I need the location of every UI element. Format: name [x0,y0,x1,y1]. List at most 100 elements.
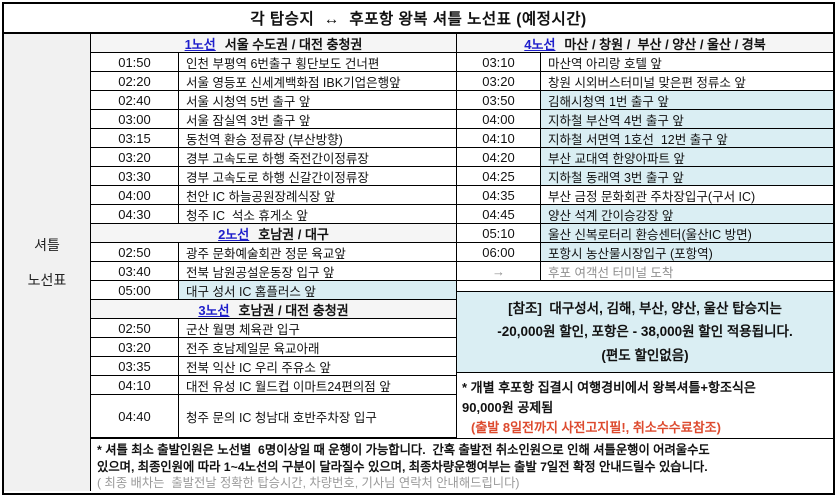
table-row: 02:50 광주 문화예술회관 정문 육교앞 [91,243,456,262]
main-content: 1노선 서울 수도권 / 대전 충청권 01:50 인천 부평역 6번출구 횡단보도 … [91,34,833,491]
place-cell: 전북 남원공설운동장 입구 앞 [186,265,335,280]
table-row: 03:20 전주 호남제일문 육교아래 [91,338,456,357]
section-header-row: 3노선 호남권 / 대전 충청권 [91,300,456,319]
time-cell: 03:15 [91,129,179,147]
time-cell: 03:00 [91,110,179,128]
route-number-link: 1노선 [184,36,216,52]
time-cell: 04:20 [457,148,541,166]
route-columns: 1노선 서울 수도권 / 대전 충청권 01:50 인천 부평역 6번출구 횡단보도 … [91,34,833,438]
time-cell: 03:35 [91,357,179,375]
table-row: → 후포 여객선 터미널 도착 [457,262,833,281]
time-cell: 06:00 [457,243,541,261]
place-cell: 서울 영등포 신세계백화점 IBK기업은행앞 [186,75,401,90]
time-cell: 04:00 [457,110,541,128]
sidebar-label-cell: 셔틀 노선표 [4,34,91,491]
left-route-table: 1노선 서울 수도권 / 대전 충청권 01:50 인천 부평역 6번출구 횡단보도 … [91,34,457,438]
place-cell: 서울 잠실역 3번 출구 앞 [186,113,311,128]
time-cell: 01:50 [91,53,179,71]
table-row: 05:00 대구 성서 IC 홈플러스 앞 [91,281,456,300]
time-cell: 04:35 [457,186,541,204]
table-body: 셔틀 노선표 1노선 서울 수도권 / 대전 충청권 01:50 인천 부평역 6번출… [4,34,833,491]
place-cell: 서울 시청역 5번 출구 앞 [186,94,311,109]
time-cell: 02:40 [91,91,179,109]
sidebar-label-line2: 노선표 [27,272,67,288]
section-region-label: 서울 수도권 / 대전 충청권 [224,36,363,52]
time-cell: 03:40 [91,262,179,280]
table-row: 04:30 청주 IC 석소 휴게소 앞 [91,205,456,224]
table-row: 02:20 서울 영등포 신세계백화점 IBK기업은행앞 [91,72,456,91]
table-row: 03:15 동천역 환승 정류장 (부산방향) [91,129,456,148]
table-row: 03:20 창원 시외버스터미널 맞은편 정류소 앞 [457,72,833,91]
table-row: 03:20 경부 고속도로 하행 죽전간이정류장 [91,148,456,167]
table-row: 04:10 지하철 서면역 1호선 12번 출구 앞 [457,129,833,148]
place-cell: 양산 석계 간이승강장 앞 [541,205,833,223]
place-cell: 동천역 환승 정류장 (부산방향) [186,132,343,147]
time-cell: 04:30 [91,205,179,223]
time-cell: 02:50 [91,319,179,337]
table-row: 04:00 지하철 부산역 4번 출구 앞 [457,110,833,129]
page-title: 각 탑승지 ↔ 후포항 왕복 셔틀 노선표 (예정시간) [4,4,833,34]
table-row: 01:50 인천 부평역 6번출구 횡단보도 건너편 [91,53,456,72]
table-row: 06:00 포항시 농산물시장입구 (포항역) [457,243,833,262]
time-cell: 03:20 [91,148,179,166]
place-cell: 지하철 동래역 3번 출구 앞 [541,167,833,185]
table-row: 03:40 전북 남원공설운동장 입구 앞 [91,262,456,281]
footer-line: 있으며, 최종인원에 따라 1~4노선의 구분이 달라질수 있으며, 최종차량운… [97,459,708,474]
place-cell: 울산 신복로터리 환승센터(울산IC 방면) [541,224,833,242]
section-region-label: 호남권 / 대전 충청권 [238,302,349,318]
time-cell: 04:10 [91,376,179,394]
place-cell: 전주 호남제일문 육교아래 [186,341,320,356]
time-cell: 05:10 [457,224,541,242]
place-cell: 부산 교대역 한양아파트 앞 [541,148,833,166]
note-red-warning: (출발 8일전까지 사전고지필!, 취소수수료참조) [471,420,721,435]
place-cell: 포항시 농산물시장입구 (포항역) [541,243,833,261]
reference-line: (편도 할인없음) [601,347,689,363]
sidebar-label-line1: 셔틀 [34,237,60,253]
note-line: * 개별 후포항 집결시 여행경비에서 왕복셔틀+항조식은 [462,380,756,395]
place-cell: 인천 부평역 6번출구 횡단보도 건너편 [186,56,380,71]
place-cell: 지하철 부산역 4번 출구 앞 [541,110,833,128]
section-region-label: 호남권 / 대구 [258,226,329,242]
table-row: 04:45 양산 석계 간이승강장 앞 [457,205,833,224]
table-row: 04:25 지하철 동래역 3번 출구 앞 [457,167,833,186]
footer-line: * 셔틀 최소 출발인원은 노선별 6명이상일 때 운행이 가능합니다. 간혹 … [97,443,710,457]
table-row: 04:35 부산 금정 문화회관 주차장입구(구서 IC) [457,186,833,205]
table-row: 03:30 경부 고속도로 하행 신갈간이정류장 [91,167,456,186]
table-row: 05:10 울산 신복로터리 환승센터(울산IC 방면) [457,224,833,243]
time-cell: 03:30 [91,167,179,185]
time-cell: 02:20 [91,72,179,90]
reference-line: [참조] 대구성서, 김해, 부산, 양산, 울산 탑승지는 [508,300,782,316]
time-cell: → [457,262,541,280]
section-header-row: 4노선 마산 / 창원 / 부산 / 양산 / 울산 / 경북 [457,34,833,53]
right-route-table: 4노선 마산 / 창원 / 부산 / 양산 / 울산 / 경북 03:10 마산역 아… [457,34,833,438]
deduction-note-box: * 개별 후포항 집결시 여행경비에서 왕복셔틀+항조식은 90,000원 공제… [457,373,833,438]
table-row: 04:10 대전 유성 IC 월드컵 이마트24편의점 앞 [91,376,456,395]
section-header-row: 2노선 호남권 / 대구 [91,224,456,243]
footer-line-muted: ( 최종 배차는 출발전날 정확한 탑승시간, 차량번호, 기사님 연락처 안내… [97,476,520,490]
time-cell: 04:25 [457,167,541,185]
place-cell: 경부 고속도로 하행 죽전간이정류장 [186,151,369,166]
place-cell: 청주 IC 석소 휴게소 앞 [186,208,308,223]
section-region-label: 마산 / 창원 / 부산 / 양산 / 울산 / 경북 [564,36,766,52]
note-line: 90,000원 공제됨 [462,400,554,415]
place-cell: 군산 월명 체육관 입구 [186,322,300,337]
time-cell: 03:20 [457,72,541,90]
time-cell: 03:20 [91,338,179,356]
time-cell: 04:00 [91,186,179,204]
place-cell: 지하철 서면역 1호선 12번 출구 앞 [541,129,833,147]
spacer-row [457,281,833,291]
place-cell: 청주 문의 IC 청남대 호반주차장 입구 [186,410,377,425]
place-cell: 창원 시외버스터미널 맞은편 정류소 앞 [548,75,746,90]
table-row: 04:20 부산 교대역 한양아파트 앞 [457,148,833,167]
table-row: 04:00 천안 IC 하늘공원장례식장 앞 [91,186,456,205]
place-cell: 김해시청역 1번 출구 앞 [541,91,833,109]
time-cell: 03:50 [457,91,541,109]
place-cell: 대전 유성 IC 월드컵 이마트24편의점 앞 [186,379,391,394]
place-cell: 천안 IC 하늘공원장례식장 앞 [186,189,336,204]
discount-reference-box: [참조] 대구성서, 김해, 부산, 양산, 울산 탑승지는 -20,000원 … [457,291,833,373]
time-cell: 05:00 [91,281,179,299]
table-row: 03:35 전북 익산 IC 우리 주유소 앞 [91,357,456,376]
place-cell: 대구 성서 IC 홈플러스 앞 [179,281,456,299]
time-cell: 04:40 [91,395,179,437]
place-cell: 광주 문화예술회관 정문 육교앞 [186,246,346,261]
